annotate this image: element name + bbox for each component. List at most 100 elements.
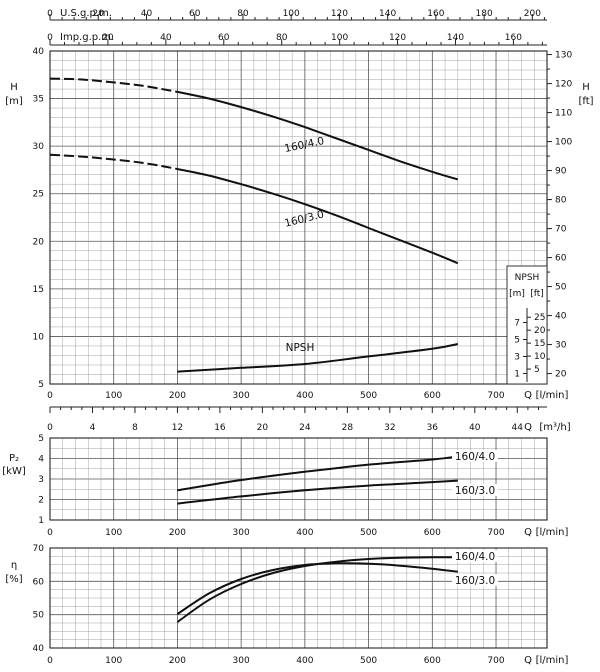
head-left-tick-label: 35 [33, 95, 44, 105]
efficiency-panel-grid [49, 547, 548, 649]
head-curve-160-3-0-dashed [49, 153, 178, 170]
top-tick-label: 140 [379, 9, 396, 19]
top-tick-label: 0 [47, 9, 53, 19]
head-left-tick-label: 20 [33, 237, 45, 247]
m3h-tick-label: 16 [214, 423, 226, 433]
top-tick-label: 60 [189, 9, 201, 19]
power-x-tick-label: 700 [487, 528, 504, 538]
m3h-tick-label: 0 [47, 423, 53, 433]
eff-x-unit-label: [l/min] [536, 655, 569, 666]
top-tick-label: 120 [389, 33, 406, 43]
head-x-tick-label: 0 [47, 391, 53, 401]
power-x-tick-label: 400 [296, 528, 313, 538]
top-tick-label: 80 [276, 33, 288, 43]
m3h-tick-label: 24 [299, 423, 311, 433]
m3h-axis-label: Q [524, 422, 532, 433]
eff-x-tick-label: 500 [360, 656, 377, 666]
power-label-160-3-0: 160/3.0 [455, 485, 495, 497]
head-right-tick-label: 130 [555, 51, 572, 61]
head-right-tick-label: 50 [555, 283, 567, 293]
head-curve-160-4-0-dashed [49, 77, 178, 93]
m3h-tick-label: 32 [384, 423, 395, 433]
head-right-tick-label: 70 [555, 225, 567, 235]
eff-label-160-4-0: 160/4.0 [455, 551, 495, 563]
power-curve-160-4-0 [177, 455, 458, 492]
head-x-axis-label: Q [524, 390, 532, 401]
power-x-tick-label: 300 [233, 528, 250, 538]
top-tick-label: 40 [141, 9, 153, 19]
m3h-tick-label: 20 [257, 423, 269, 433]
power-panel-frame [49, 437, 548, 521]
head-left-tick-label: 30 [33, 142, 45, 152]
top-tick-label: 160 [427, 9, 444, 19]
power-x-tick-label: 500 [360, 528, 377, 538]
head-label-160-3-0: 160/3.0 [283, 208, 325, 229]
head-panel-frame [49, 50, 548, 385]
head-left-tick-label: 40 [33, 47, 45, 57]
m3h-tick-label: 4 [90, 423, 96, 433]
head-right-tick-label: 60 [555, 254, 567, 264]
eff-unit-label: [%] [5, 574, 22, 585]
head-panel-grid [49, 50, 548, 385]
power-label-160-4-0: 160/4.0 [455, 451, 495, 463]
top-axis-imp-gpm: 0 20 40 60 80 100 120 140 160 Imp.g.p.m. [47, 32, 547, 46]
head-x-tick-label: 300 [233, 391, 250, 401]
npsh-scale-unit-ft: [ft] [530, 289, 544, 299]
power-y-tick-label: 5 [38, 434, 44, 444]
top-tick-label: 60 [218, 33, 230, 43]
head-right-unit-label: [ft] [578, 96, 593, 107]
npsh-ft-tick: 5 [534, 365, 540, 375]
head-curve-160-3-0-solid [177, 168, 459, 265]
head-left-unit-label: [m] [5, 96, 23, 107]
head-x-unit-label: [l/min] [536, 390, 569, 401]
npsh-m-tick: 7 [514, 319, 520, 329]
m3h-tick-label: 8 [132, 423, 138, 433]
head-x-tick-label: 400 [296, 391, 313, 401]
npsh-m-tick: 3 [514, 353, 520, 363]
eff-y-tick-label: 70 [33, 544, 45, 554]
head-left-tick-label: 10 [33, 332, 45, 342]
top-tick-label: 100 [331, 33, 348, 43]
head-right-tick-label: 30 [555, 341, 567, 351]
power-y-tick-label: 4 [38, 455, 44, 465]
m3h-tick-label: 40 [469, 423, 481, 433]
top-tick-label: 40 [160, 33, 172, 43]
power-x-tick-label: 200 [169, 528, 186, 538]
eff-x-tick-label: 200 [169, 656, 186, 666]
eff-axis-label: η [11, 560, 17, 571]
power-x-tick-label: 600 [424, 528, 441, 538]
top-tick-label: 20 [102, 33, 114, 43]
eff-label-bg [452, 550, 498, 562]
eff-y-tick-label: 40 [33, 644, 45, 654]
npsh-scale-unit-m: [m] [509, 289, 525, 299]
head-right-tick-label: 120 [555, 80, 572, 90]
head-right-tick-label: 110 [555, 109, 572, 119]
npsh-ft-tick: 10 [534, 352, 546, 362]
top-tick-label: 100 [283, 9, 300, 19]
head-left-tick-label: 15 [33, 285, 44, 295]
power-x-axis-label: Q [524, 527, 532, 538]
eff-label-160-3-0: 160/3.0 [455, 575, 495, 587]
m3h-tick-label: 12 [172, 423, 183, 433]
head-x-tick-label: 100 [105, 391, 122, 401]
head-curve-160-4-0-solid [177, 90, 459, 181]
power-y-tick-label: 3 [38, 475, 44, 485]
power-x-unit-label: [l/min] [536, 527, 569, 538]
eff-x-tick-label: 100 [105, 656, 122, 666]
m3h-axis: 0 4 8 12 16 20 24 28 32 36 40 44 Q [m³/h] [47, 406, 571, 433]
eff-x-tick-label: 400 [296, 656, 313, 666]
head-x-tick-label: 200 [169, 391, 186, 401]
power-x-tick-label: 0 [47, 528, 53, 538]
top-axis-unit-label: Imp.g.p.m. [60, 32, 114, 43]
m3h-tick-label: 36 [427, 423, 439, 433]
npsh-curve [177, 343, 458, 373]
m3h-tick-label: 44 [512, 423, 524, 433]
head-left-axis-label: H [10, 82, 18, 93]
eff-x-axis-label: Q [524, 655, 532, 666]
head-right-tick-label: 90 [555, 167, 567, 177]
npsh-ft-tick: 25 [534, 313, 545, 323]
m3h-unit-label: [m³/h] [539, 422, 570, 433]
m3h-tick-label: 28 [342, 423, 354, 433]
eff-y-tick-label: 50 [33, 611, 45, 621]
power-curve-160-3-0 [177, 479, 458, 505]
